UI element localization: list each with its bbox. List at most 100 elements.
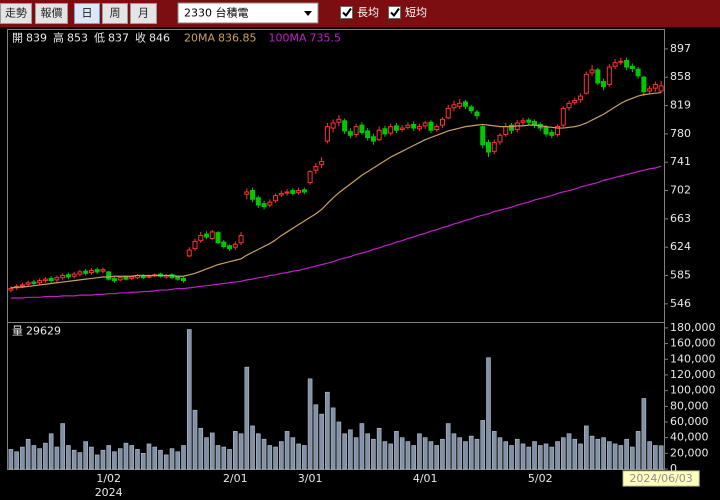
info-value: 837 bbox=[108, 32, 129, 45]
volume-bar bbox=[325, 391, 330, 470]
legend-value: 836.85 bbox=[218, 32, 257, 45]
candle-body bbox=[319, 160, 325, 165]
volume-bar bbox=[503, 441, 509, 470]
candle-body bbox=[117, 277, 123, 281]
candle-body bbox=[388, 126, 394, 134]
volume-bar bbox=[256, 433, 261, 470]
volume-bar bbox=[382, 441, 388, 470]
volume-bar bbox=[319, 413, 324, 470]
volume-bar bbox=[445, 423, 451, 470]
candle-body bbox=[65, 274, 71, 278]
volume-info: 量 29629 bbox=[12, 325, 61, 338]
volume-bar bbox=[653, 445, 658, 470]
volume-bar bbox=[480, 420, 486, 470]
volume-bar bbox=[405, 441, 411, 470]
candle-body bbox=[416, 126, 422, 130]
price-info: 開 839 高 853 低 837 收 846 20MA 836.85 100MA 735.5 bbox=[12, 31, 341, 45]
candle-body bbox=[342, 120, 348, 132]
volume-bar bbox=[330, 407, 336, 470]
volume-bar bbox=[353, 437, 359, 470]
volume-bar bbox=[584, 425, 589, 470]
symbol-dropdown[interactable]: 2330 台積電 bbox=[177, 2, 319, 24]
candle-body bbox=[434, 126, 440, 131]
volume-bar bbox=[572, 438, 578, 470]
candle-body bbox=[624, 60, 630, 68]
info-label: 開 bbox=[12, 32, 23, 45]
y-tick-label: 80,000 bbox=[670, 399, 709, 412]
volume-bar bbox=[209, 432, 215, 470]
volume-bar bbox=[434, 445, 440, 470]
candle-body bbox=[549, 131, 555, 136]
volume-bar bbox=[428, 441, 434, 470]
toolbar-button[interactable]: 走勢 bbox=[0, 3, 32, 24]
volume-bar bbox=[520, 443, 526, 470]
candle-body bbox=[629, 65, 635, 69]
candle-body bbox=[215, 232, 221, 244]
y-tick-label: 0 bbox=[670, 462, 677, 475]
volume-bar bbox=[422, 437, 428, 470]
info-label: 高 bbox=[53, 31, 64, 45]
candle-body bbox=[451, 104, 457, 109]
volume-bar bbox=[514, 438, 520, 470]
checkbox[interactable]: 長均 bbox=[340, 6, 380, 19]
checkbox[interactable]: 短均 bbox=[388, 5, 428, 19]
candle-body bbox=[60, 275, 66, 279]
volume-bar bbox=[658, 445, 664, 470]
volume-bar bbox=[192, 409, 198, 470]
volume-bar bbox=[457, 437, 463, 470]
volume-bar bbox=[388, 443, 393, 470]
volume-bar bbox=[215, 445, 221, 470]
button-face bbox=[130, 3, 157, 24]
candle-body bbox=[31, 281, 37, 285]
info-value: 839 bbox=[26, 32, 47, 45]
candle-body bbox=[313, 166, 319, 171]
toolbar-button[interactable]: 周 bbox=[102, 3, 128, 24]
volume-bar bbox=[20, 446, 25, 470]
volume-bar bbox=[48, 433, 54, 470]
volume-bar bbox=[158, 449, 163, 470]
volume-bar bbox=[371, 438, 376, 470]
volume-bar bbox=[647, 441, 652, 470]
candle-body bbox=[399, 127, 405, 131]
volume-bar bbox=[302, 445, 307, 470]
volume-bar bbox=[232, 431, 238, 470]
candle-body bbox=[324, 126, 330, 142]
candle-body bbox=[560, 107, 566, 126]
candle-body bbox=[186, 249, 192, 257]
y-tick-label: 120,000 bbox=[670, 368, 716, 381]
volume-bar bbox=[313, 404, 319, 470]
candle-body bbox=[273, 195, 279, 202]
candle-body bbox=[612, 62, 618, 67]
volume-panel bbox=[7, 322, 665, 470]
candle-body bbox=[652, 83, 658, 89]
volume-bar bbox=[589, 435, 595, 470]
moving-average-line bbox=[10, 91, 662, 289]
candle-body bbox=[543, 126, 549, 135]
cursor-date-box bbox=[622, 470, 700, 487]
volume-bar bbox=[135, 449, 140, 470]
volume-bar bbox=[417, 433, 422, 470]
candle-body bbox=[94, 269, 100, 273]
volume-bar bbox=[543, 443, 549, 470]
candle-body bbox=[578, 95, 584, 101]
candle-body bbox=[595, 69, 601, 84]
checkbox-label: 長均 bbox=[357, 6, 379, 19]
volume-bar bbox=[186, 329, 192, 470]
toolbar-button[interactable]: 報價 bbox=[35, 3, 68, 24]
volume-bar bbox=[560, 437, 566, 470]
chart-background bbox=[0, 27, 720, 500]
x-tick-label: 1/02 bbox=[96, 472, 121, 485]
volume-bar bbox=[394, 431, 399, 470]
y-tick-label: 180,000 bbox=[670, 321, 716, 334]
toolbar-button[interactable]: 月 bbox=[130, 3, 157, 24]
volume-bar bbox=[152, 446, 158, 470]
volume-bar bbox=[618, 445, 624, 470]
candle-body bbox=[468, 106, 474, 112]
toolbar-button[interactable]: 日 bbox=[74, 3, 100, 24]
candle-body bbox=[284, 191, 290, 194]
candle-body bbox=[439, 118, 445, 126]
volume-bar bbox=[244, 366, 250, 470]
volume-bar bbox=[123, 442, 129, 470]
candle-body bbox=[198, 235, 204, 242]
